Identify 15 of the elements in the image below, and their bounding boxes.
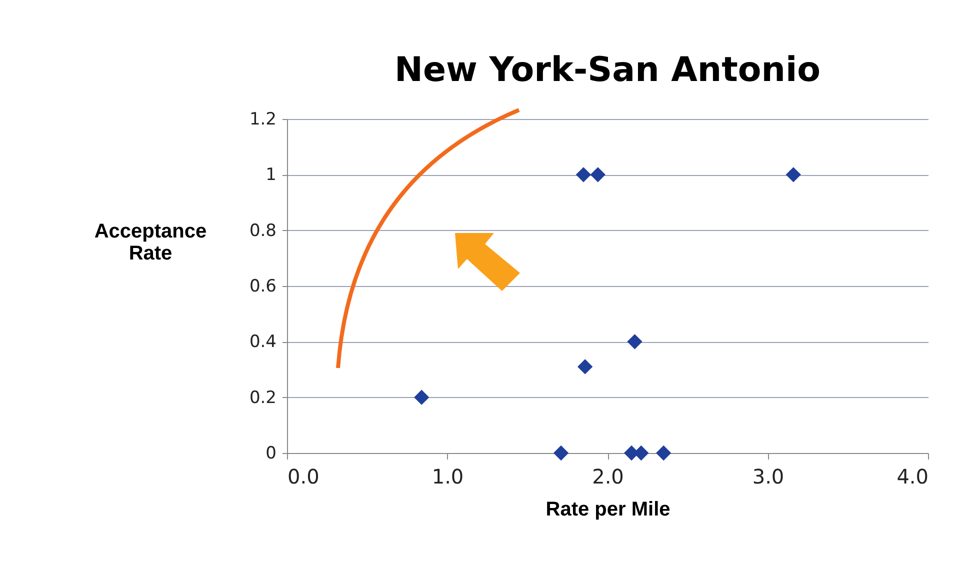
x-tick-label: 0.0 xyxy=(288,464,320,488)
y-tick-label: 0.2 xyxy=(249,388,276,408)
x-tick-label: 4.0 xyxy=(896,464,928,488)
y-tick-label: 1.2 xyxy=(249,110,276,130)
x-tick-label: 2.0 xyxy=(592,464,624,488)
y-tick-label: 0.8 xyxy=(249,220,276,241)
y-axis-title: Acceptance Rate xyxy=(94,220,207,264)
x-axis-title: Rate per Mile xyxy=(546,498,670,520)
y-tick-label: 0 xyxy=(266,444,276,464)
y-tick-label: 1 xyxy=(266,165,276,186)
y-tick-label: 0.6 xyxy=(249,276,276,296)
x-tick-label: 3.0 xyxy=(752,464,784,488)
x-tick-label: 1.0 xyxy=(432,464,464,488)
y-tick-label: 0.4 xyxy=(249,332,276,352)
chart-title: New York-San Antonio xyxy=(394,50,820,90)
